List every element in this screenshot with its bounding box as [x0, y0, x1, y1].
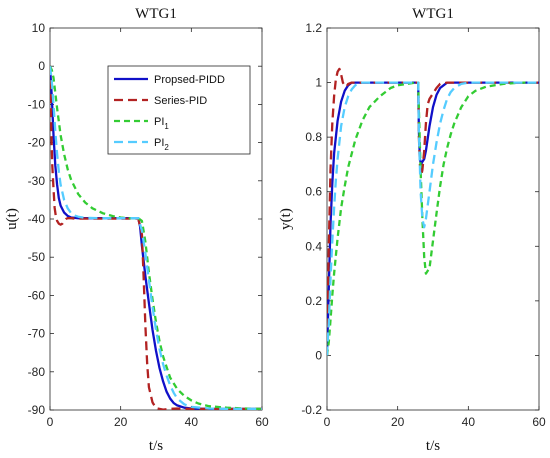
legend-label-3: PI2 — [154, 137, 169, 152]
x-tick-label: 20 — [391, 415, 405, 429]
y-axis-label: u(t) — [4, 208, 20, 230]
series-line-3 — [327, 81, 539, 356]
x-tick-label: 0 — [324, 415, 331, 429]
y-tick-label: 10 — [32, 21, 46, 35]
x-tick-label: 60 — [532, 415, 546, 429]
series-group — [327, 67, 539, 356]
y-tick-label: -40 — [28, 212, 46, 226]
series-line-2 — [50, 65, 262, 410]
x-tick-label: 60 — [255, 415, 269, 429]
series-group — [50, 65, 262, 410]
legend-label-0: Propsed-PIDD — [154, 74, 225, 86]
panel-u: 0 20 40 60 10 0 -10 -20 -30 -40 -50 -60 -70 -80 -90 WTG… — [4, 6, 269, 454]
y-tick-label: 1.2 — [305, 21, 322, 35]
x-axis-label: t/s — [149, 438, 163, 454]
chart-title: WTG1 — [412, 6, 454, 22]
x-tick-label: 0 — [47, 415, 54, 429]
chart-title: WTG1 — [135, 6, 177, 22]
y-tick-label: 0.6 — [305, 185, 322, 199]
series-line-1 — [327, 67, 539, 356]
y-axis-label: y(t) — [278, 208, 294, 230]
legend-box — [107, 65, 251, 155]
x-tick-label: 40 — [462, 415, 476, 429]
y-tick-label: 0.4 — [305, 239, 322, 253]
y-tick-label: -50 — [28, 250, 46, 264]
y-tick-label: -80 — [28, 365, 46, 379]
legend-label-2: PI1 — [154, 116, 169, 131]
y-tick-label: -70 — [28, 327, 46, 341]
y-tick-label: 0.8 — [305, 130, 322, 144]
legend-label-1: Series-PID — [154, 95, 207, 107]
y-tick-label: -20 — [28, 136, 46, 150]
series-line-1 — [50, 66, 262, 410]
x-tick-label: 40 — [185, 415, 199, 429]
y-tick-label: 0 — [38, 59, 45, 73]
y-tick-label: -90 — [28, 403, 46, 417]
y-tick-label: -60 — [28, 288, 46, 302]
legend: Propsed-PIDD Series-PID PI1 PI2 — [107, 65, 251, 155]
series-line-3 — [50, 66, 262, 410]
series-line-2 — [327, 81, 539, 356]
y-tick-label: 0 — [315, 348, 322, 362]
y-tick-label: -10 — [28, 97, 46, 111]
y-tick-label: 1 — [315, 76, 322, 90]
y-tick-label: -0.2 — [301, 403, 322, 417]
x-tick-label: 20 — [114, 415, 128, 429]
y-tick-label: 0.2 — [305, 294, 322, 308]
y-tick-label: -30 — [28, 174, 46, 188]
plot-area — [326, 27, 540, 411]
x-axis-label: t/s — [426, 438, 440, 454]
